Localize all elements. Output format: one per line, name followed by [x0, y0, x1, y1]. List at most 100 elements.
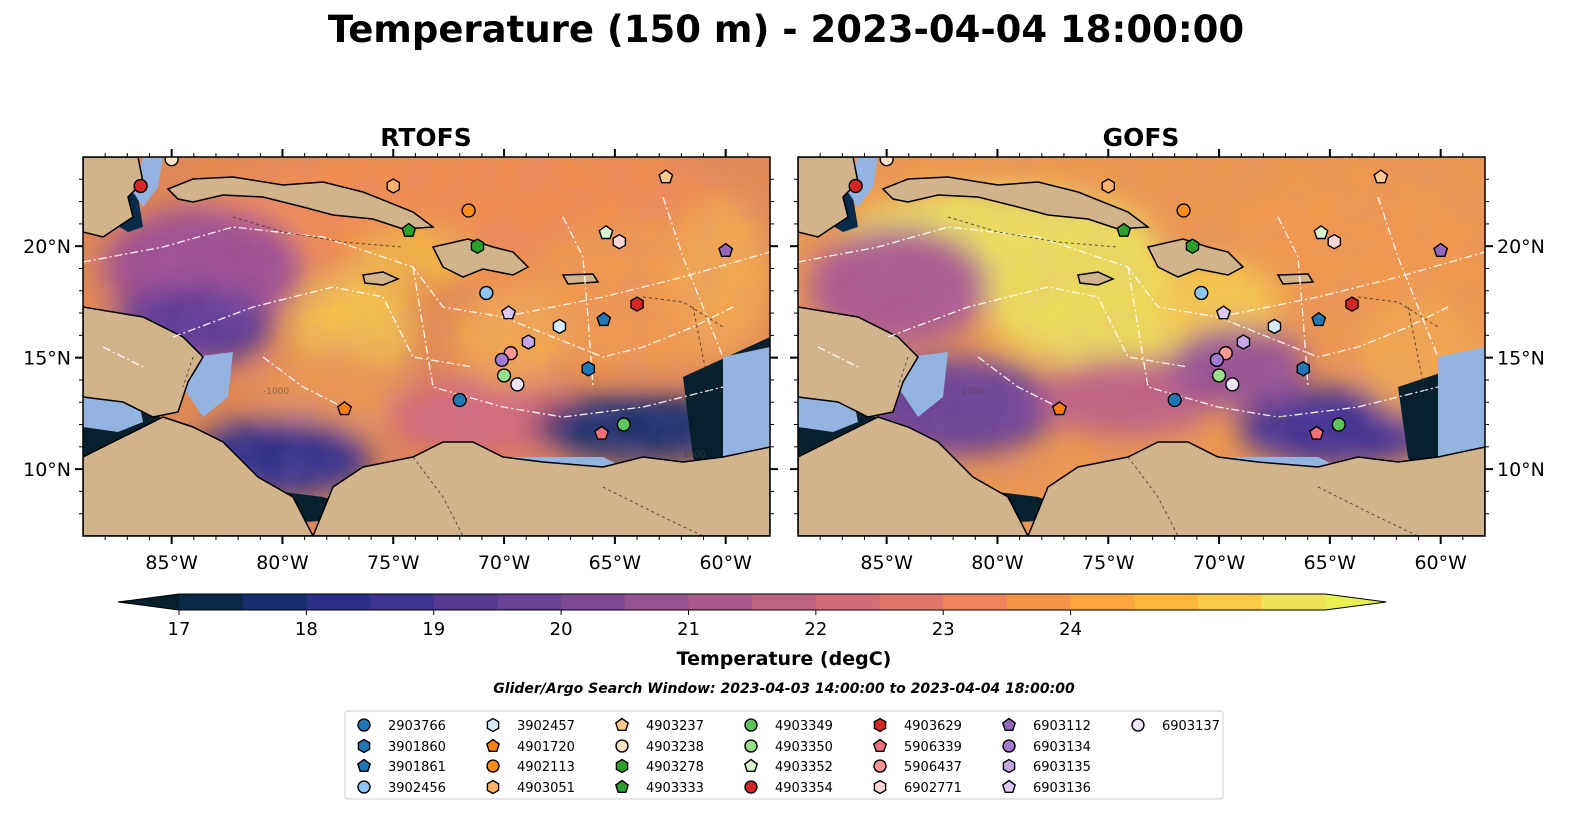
legend-label: 6903134: [1033, 740, 1091, 755]
float-marker-4903051: [1101, 178, 1115, 194]
legend-marker-4903237: [614, 717, 630, 731]
legend-label: 4903051: [517, 781, 575, 796]
legend-label: 5906437: [904, 760, 962, 775]
float-marker-4903238: [879, 157, 894, 167]
colorbar-segment: [688, 594, 753, 610]
colorbar-segment: [752, 594, 817, 610]
colorbar-segment: [561, 594, 626, 610]
legend-marker-6903136: [1001, 779, 1017, 793]
legend: 2903766 3901860 3901861 3902456 3902457 49017…: [344, 710, 1224, 800]
legend-marker-3901861: [356, 758, 372, 772]
legend-label: 2903766: [388, 719, 446, 734]
svg-text:-1000: -1000: [958, 387, 984, 397]
legend-marker-6903112: [1001, 717, 1017, 731]
colorbar-segment: [1134, 594, 1199, 610]
legend-marker-4903333: [614, 779, 630, 793]
legend-marker-6903135: [1002, 758, 1016, 774]
legend-label: 3901861: [388, 760, 446, 775]
map-rtofs: 1000 -1000: [83, 157, 770, 536]
legend-label: 6903137: [1162, 719, 1220, 734]
float-marker-4903278: [1185, 238, 1200, 255]
legend-label: 4903278: [646, 760, 704, 775]
colorbar-segment: [1197, 594, 1263, 610]
colorbar-segment: [1261, 594, 1326, 610]
x-tick-label: 85°W: [860, 552, 913, 574]
search-window-label: Glider/Argo Search Window: 2023-04-03 14…: [493, 681, 1075, 697]
legend-label: 6903135: [1033, 760, 1091, 775]
float-marker-6903112: [1433, 242, 1449, 258]
x-tick-label: 60°W: [1414, 552, 1467, 574]
legend-marker-4903238: [615, 739, 629, 753]
float-marker-4903333: [1116, 222, 1132, 237]
colorbar-segment: [624, 594, 689, 610]
legend-marker-4903350: [744, 739, 758, 753]
panel-rtofs: RTOFS: [23, 123, 778, 574]
colorbar-label: Temperature (degC): [677, 648, 892, 670]
float-marker-3902456: [1194, 285, 1209, 301]
colorbar-segment: [179, 594, 244, 610]
svg-text:-1000: -1000: [263, 387, 289, 397]
colorbar-tick-label: 18: [295, 619, 318, 640]
float-marker-4903354: [848, 178, 863, 194]
colorbar-segment: [497, 594, 562, 610]
colorbar-tick-label: 17: [168, 619, 191, 640]
legend-marker-4903278: [615, 758, 629, 774]
float-marker-4902113: [461, 203, 476, 218]
legend-label: 4903237: [646, 719, 704, 734]
float-marker-4903237: [1373, 169, 1389, 184]
colorbar-tick-label: 21: [677, 619, 700, 640]
float-marker-6903136: [1215, 305, 1232, 320]
legend-label: 3902457: [517, 719, 575, 734]
legend-marker-4903051: [486, 779, 500, 795]
legend-label: 6903112: [1033, 719, 1091, 734]
x-tick-label: 65°W: [1304, 552, 1357, 574]
colorbar-segment: [815, 594, 881, 610]
legend-label: 4903349: [775, 719, 833, 734]
float-marker-6903137: [1225, 377, 1240, 392]
float-marker-4903278: [470, 238, 485, 255]
legend-marker-3902457: [486, 717, 500, 733]
float-marker-5906339: [1309, 425, 1325, 440]
svg-text:1000: 1000: [1268, 415, 1291, 425]
legend-marker-5906437: [873, 759, 887, 773]
legend-label: 3901860: [388, 740, 446, 755]
colorbar-segment: [879, 594, 944, 610]
legend-label: 4902113: [517, 760, 575, 775]
x-tick-label: 80°W: [256, 552, 309, 574]
panel-title-rtofs: RTOFS: [380, 123, 472, 152]
legend-marker-4903349: [744, 718, 758, 732]
float-marker-6903136: [500, 305, 517, 320]
float-marker-4902113: [1176, 203, 1191, 218]
x-tick-label: 70°W: [1193, 552, 1246, 574]
legend-marker-4901720: [485, 738, 501, 752]
x-tick-label: 75°W: [1082, 552, 1135, 574]
float-marker-6903134: [494, 352, 509, 368]
float-marker-3901860: [1296, 360, 1310, 377]
legend-label: 4903352: [775, 760, 833, 775]
legend-label: 3902456: [388, 781, 446, 796]
legend-marker-4902113: [486, 759, 500, 773]
legend-marker-4903354: [744, 780, 758, 794]
float-marker-6903137: [510, 377, 525, 392]
legend-marker-3901860: [357, 738, 371, 754]
float-marker-3902457: [1267, 318, 1282, 335]
y-tick-label: 15°N: [23, 348, 71, 370]
float-marker-4903629: [1345, 296, 1359, 312]
colorbar-segment: [306, 594, 371, 610]
legend-label: 4903238: [646, 740, 704, 755]
float-marker-3902456: [479, 285, 494, 301]
float-marker-3901861: [596, 311, 612, 327]
legend-marker-6903137: [1131, 718, 1145, 732]
legend-marker-3902456: [357, 780, 371, 794]
y-tick-label: 20°N: [23, 236, 71, 258]
x-tick-label: 80°W: [971, 552, 1024, 574]
colorbar: 17 18 19 20 21 22 23 24 Temperature (degC): [117, 593, 1387, 670]
legend-marker-5906339: [872, 738, 888, 752]
float-marker-4901720: [1051, 401, 1068, 416]
legend-marker-2903766: [357, 718, 371, 732]
colorbar-segment: [370, 594, 435, 610]
float-marker-5906339: [594, 425, 610, 440]
figure-title: Temperature (150 m) - 2023-04-04 18:00:0…: [328, 8, 1244, 51]
legend-label: 4903350: [775, 740, 833, 755]
float-marker-4903352: [1313, 224, 1329, 240]
